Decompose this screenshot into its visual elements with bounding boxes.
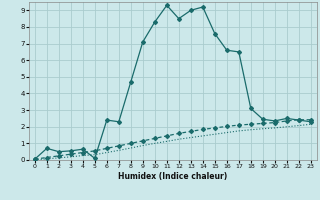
X-axis label: Humidex (Indice chaleur): Humidex (Indice chaleur) [118,172,228,181]
